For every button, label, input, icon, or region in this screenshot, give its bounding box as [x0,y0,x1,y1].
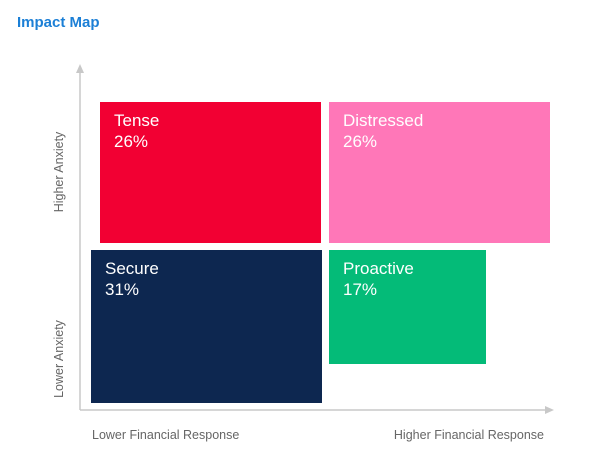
y-axis-arrow [76,64,84,73]
quadrant-proactive-value: 17% [343,280,377,299]
quadrant-proactive-name: Proactive [343,259,414,278]
quadrant-proactive: Proactive 17% [329,250,486,364]
x-label-high: Higher Financial Response [394,428,544,442]
quadrant-distressed-name: Distressed [343,111,423,130]
chart-title: Impact Map [17,14,100,31]
quadrant-secure-value: 31% [105,280,139,299]
x-axis-arrow [545,406,554,414]
quadrant-distressed-tile [329,102,550,243]
y-label-low: Lower Anxiety [52,319,66,398]
quadrant-tense-tile [100,102,321,243]
quadrant-secure-tile [91,250,322,403]
quadrant-tense-value: 26% [114,132,148,151]
quadrant-tense: Tense 26% [100,102,321,243]
quadrant-distressed: Distressed 26% [329,102,550,243]
x-label-low: Lower Financial Response [92,428,239,442]
y-label-high: Higher Anxiety [52,131,66,212]
quadrant-distressed-value: 26% [343,132,377,151]
quadrant-secure: Secure 31% [91,250,322,403]
quadrant-proactive-tile [329,250,486,364]
quadrant-tense-name: Tense [114,111,159,130]
quadrant-secure-name: Secure [105,259,159,278]
